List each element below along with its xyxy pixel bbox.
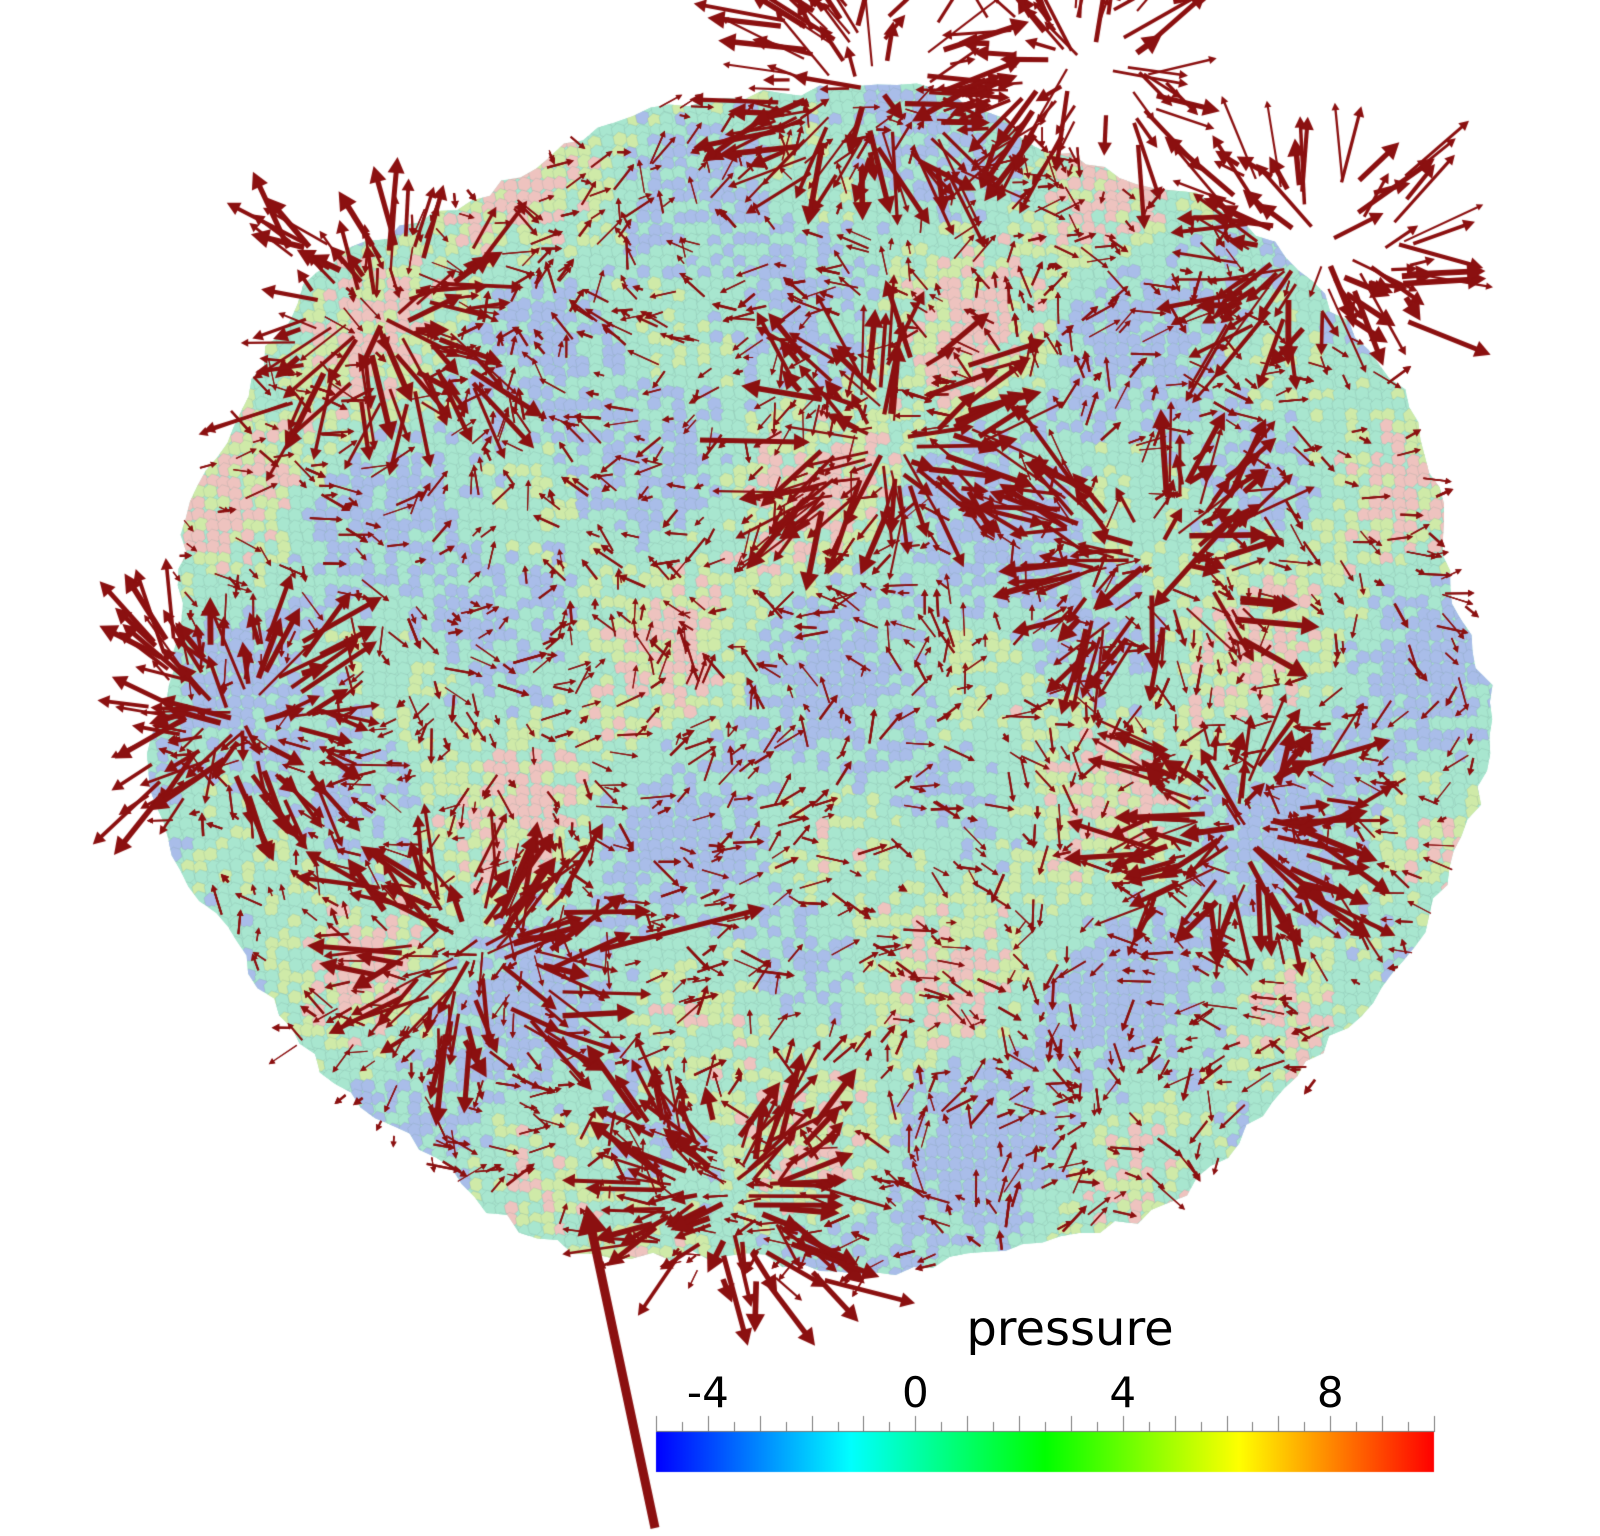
colorbar-tick-label: 0: [901, 1368, 929, 1417]
colorbar-tick-label: 8: [1316, 1368, 1344, 1417]
colorbar-tick-label: 4: [1109, 1368, 1137, 1417]
colorbar-title: pressure: [966, 1301, 1174, 1357]
colorbar-tick-label: -4: [686, 1368, 729, 1417]
